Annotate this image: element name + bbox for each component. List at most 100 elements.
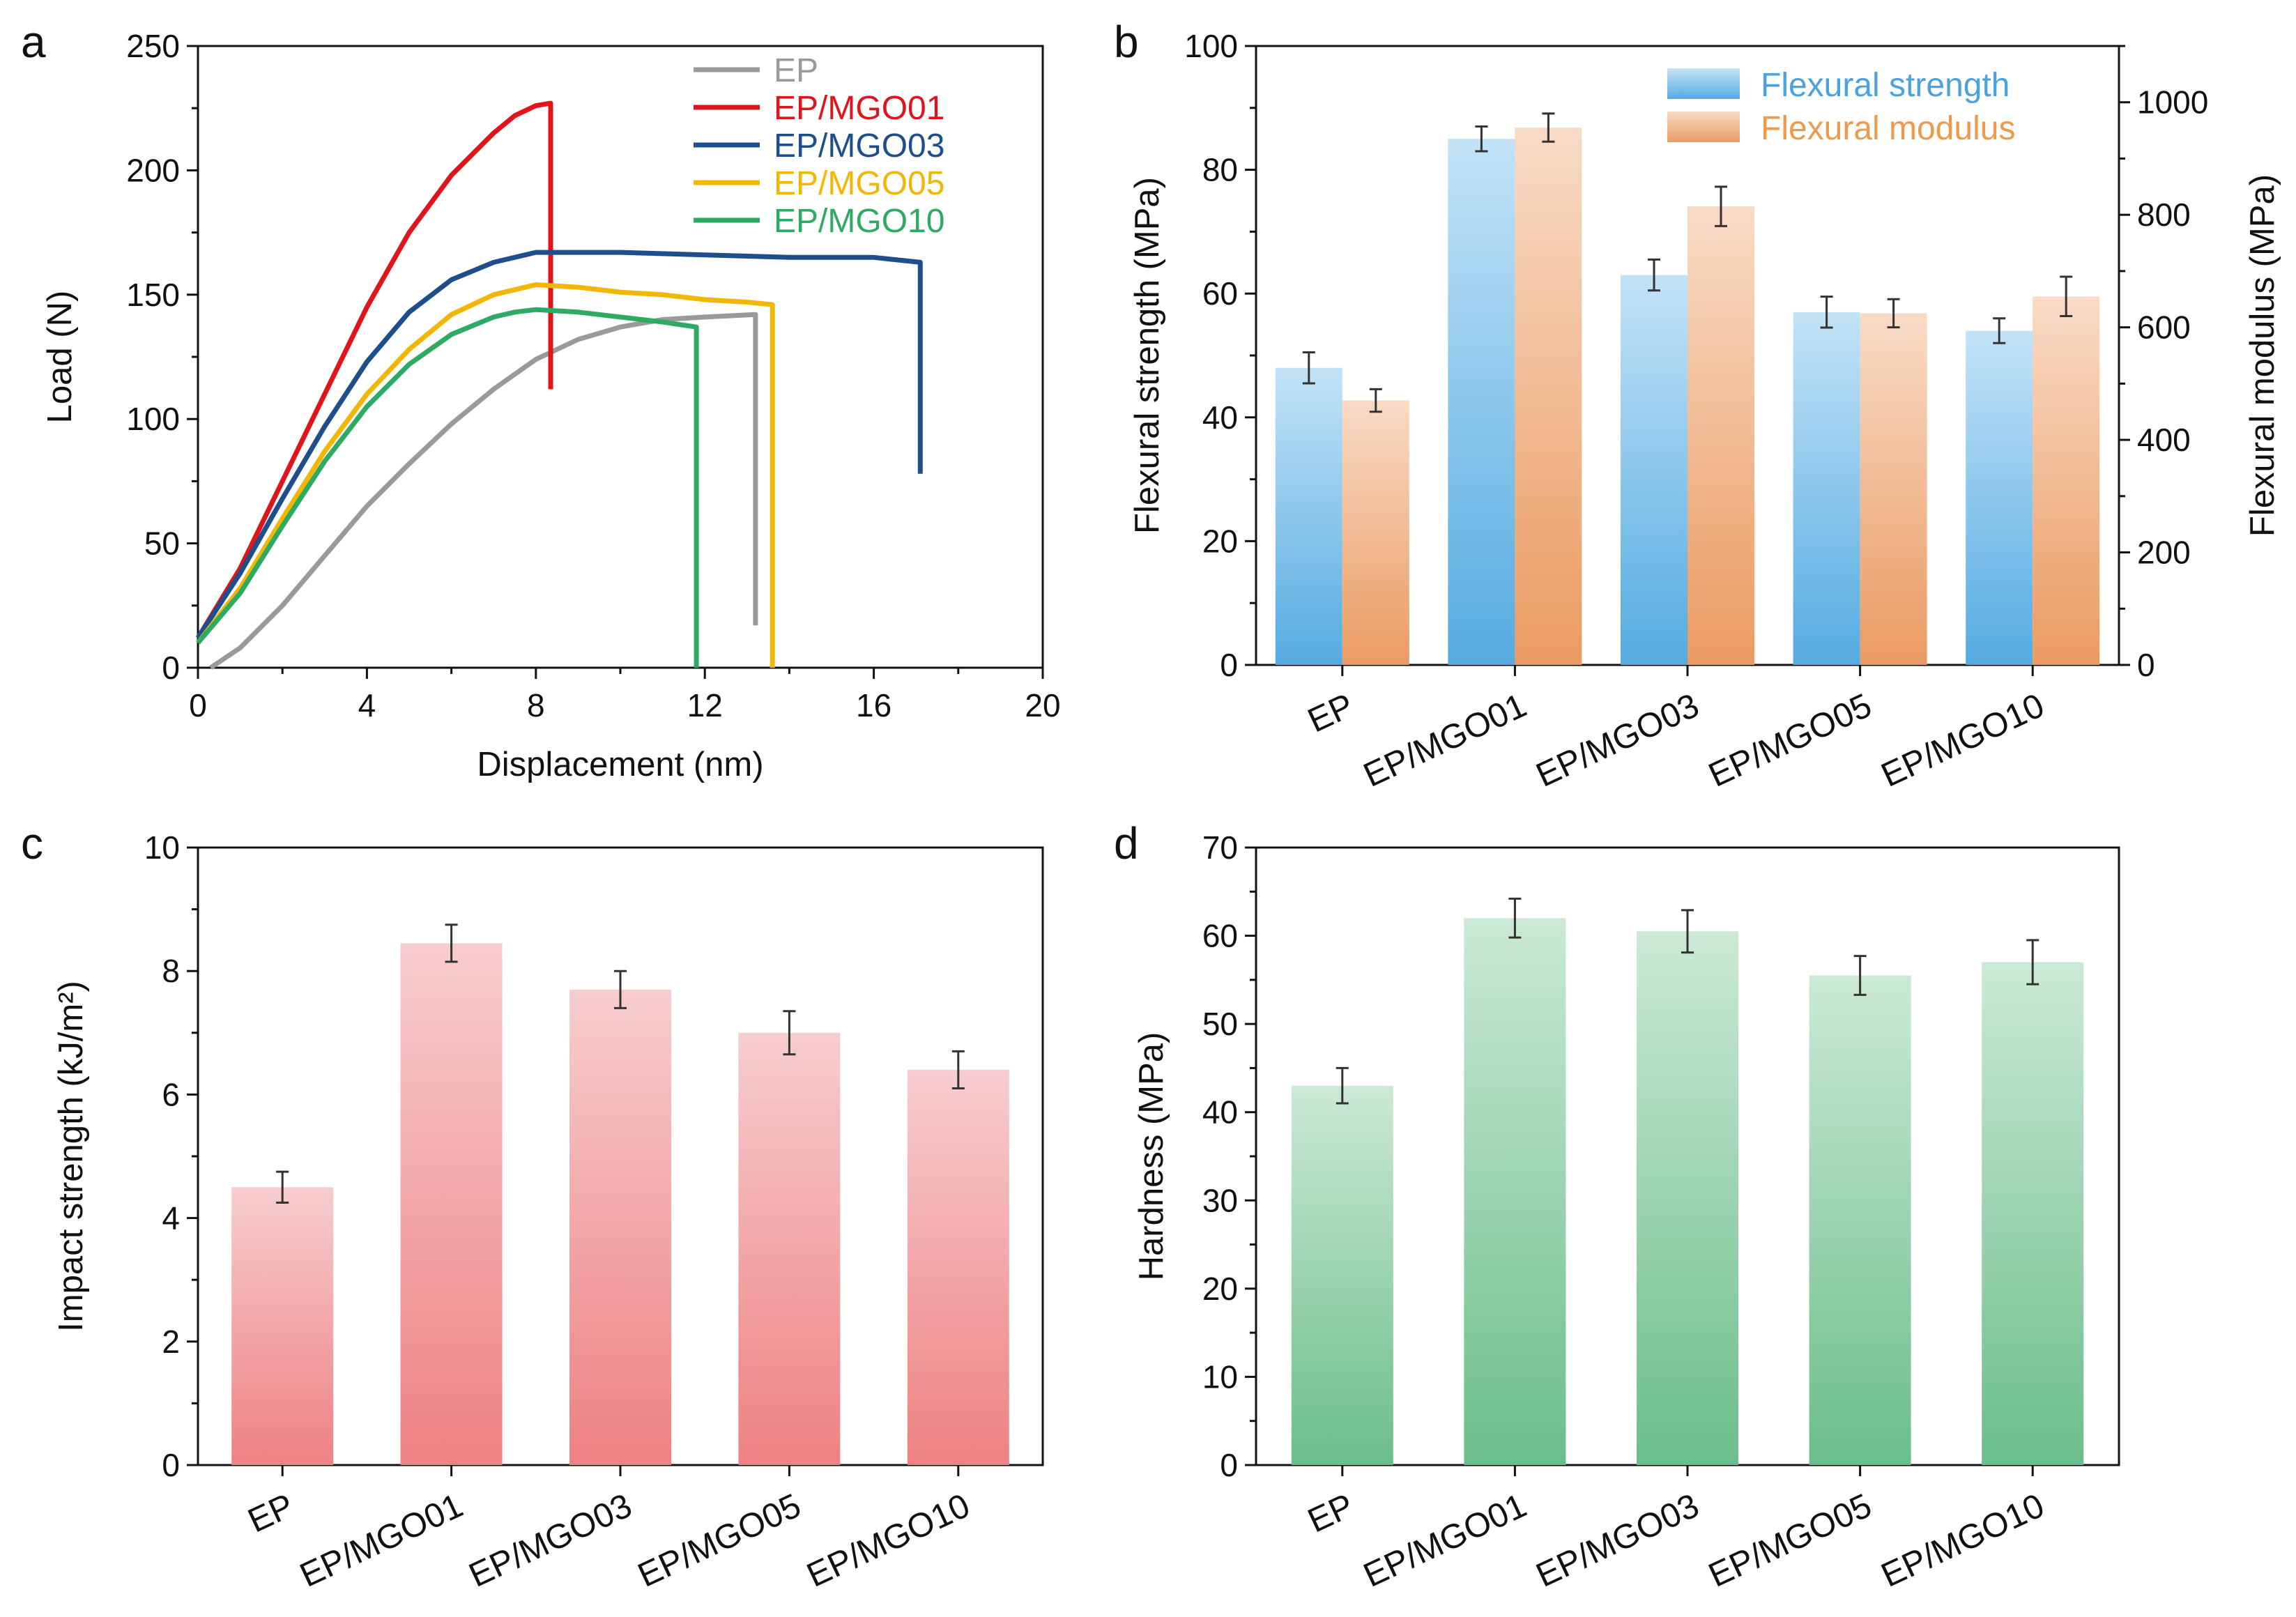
bar-impact-strength [400, 943, 503, 1465]
y2-tick-label: 800 [2137, 197, 2191, 233]
y-tick-label: 10 [1202, 1358, 1238, 1395]
bar-impact-strength [738, 1032, 841, 1465]
y2-tick-label: 0 [2137, 647, 2155, 683]
y2-tick-label: 400 [2137, 422, 2191, 458]
panel-c-impact: 0 2 4 6 8 10 EPEP/MGO01EP/MGO03EP/MGO05EP/MGO1… [52, 829, 1044, 1595]
y-tick-label: 200 [126, 152, 180, 188]
y-tick-label: 250 [126, 28, 180, 64]
bar-impact-strength [231, 1187, 334, 1465]
y-tick-label: 6 [162, 1076, 180, 1112]
bar-flexural-strength [1275, 367, 1342, 665]
y-tick-label: 40 [1202, 399, 1238, 436]
legend-label: EP/MGO05 [774, 165, 944, 202]
y-axis-label: Load (N) [41, 291, 79, 424]
x-tick-label: 0 [189, 687, 207, 723]
legend-label-modulus: Flexural modulus [1761, 110, 2015, 147]
x-category-label: EP/MGO03 [464, 1487, 638, 1595]
panel-label-c: c [21, 818, 43, 868]
x-tick-label: 8 [527, 687, 545, 723]
y-axis-label: Impact strength (kJ/m²) [52, 981, 90, 1332]
y-tick-label: 50 [144, 526, 180, 562]
bar-flexural-modulus [2033, 296, 2100, 666]
series-line-ep [209, 312, 758, 670]
y-tick-label: 0 [1220, 1447, 1238, 1483]
legend-label: EP/MGO03 [774, 128, 944, 164]
x-category-label: EP/MGO05 [1703, 1487, 1877, 1595]
x-tick-label: 16 [856, 687, 891, 723]
y2-tick-label: 600 [2137, 309, 2191, 346]
bar-flexural-strength [1448, 139, 1515, 665]
x-category-label: EP [1302, 1487, 1359, 1540]
x-category-label: EP/MGO01 [294, 1487, 468, 1595]
y-tick-label: 0 [162, 650, 180, 686]
x-category-label: EP/MGO10 [802, 1487, 976, 1595]
y-tick-label: 20 [1202, 523, 1238, 559]
y-tick-label: 0 [1220, 647, 1238, 683]
y-tick-label: 8 [162, 953, 180, 989]
bar-hardness [1809, 975, 1911, 1465]
y-axis-label: Flexural strength (MPa) [1128, 177, 1166, 534]
x-tick-label: 4 [358, 687, 376, 723]
panel-b-flexural: 0 20 40 60 80 100 EPEP/MGO01EP/MGO03EP/MGO05EP… [1128, 28, 2281, 795]
x-category-label: EP [1302, 687, 1359, 740]
bar-flexural-modulus [1342, 400, 1409, 665]
y-tick-label: 150 [126, 277, 180, 313]
legend-label: EP/MGO01 [774, 90, 944, 127]
series-line-ep-mgo05 [196, 282, 775, 668]
y-tick-label: 100 [126, 401, 180, 437]
y-tick-label: 50 [1202, 1006, 1238, 1042]
x-category-label: EP/MGO03 [1531, 1487, 1705, 1595]
panel-label-a: a [21, 17, 46, 67]
bar-impact-strength [569, 989, 671, 1465]
y-tick-label: 20 [1202, 1271, 1238, 1307]
series-line-ep-mgo10 [196, 307, 699, 668]
y-tick-label: 4 [162, 1200, 180, 1236]
x-category-label: EP/MGO03 [1531, 687, 1705, 795]
y2-axis-label: Flexural modulus (MPa) [2244, 174, 2281, 537]
y-axis-label: Hardness (MPa) [1133, 1032, 1170, 1281]
bar-hardness [1291, 1085, 1393, 1465]
bar-hardness [1982, 962, 2084, 1465]
bar-flexural-strength [1793, 312, 1860, 665]
bar-flexural-modulus [1515, 128, 1582, 665]
panel-a-load-displacement: 0 50 100 150 200 250 0 4 8 12 16 20 Displacement (nm… [41, 28, 1061, 783]
bar-flexural-strength [1966, 330, 2033, 665]
x-category-label: EP/MGO10 [1876, 1487, 2050, 1595]
y-tick-label: 70 [1202, 829, 1238, 866]
y-tick-label: 60 [1202, 275, 1238, 312]
panel-label-d: d [1114, 818, 1139, 868]
series-line-ep-mgo01 [196, 100, 553, 640]
y-tick-label: 2 [162, 1324, 180, 1360]
x-category-label: EP/MGO01 [1358, 1487, 1532, 1595]
x-category-label: EP/MGO10 [1876, 687, 2050, 795]
y2-tick-label: 1000 [2137, 84, 2208, 121]
x-axis-label: Displacement (nm) [477, 746, 763, 783]
y-tick-label: 40 [1202, 1094, 1238, 1131]
x-tick-label: 20 [1025, 687, 1060, 723]
x-category-label: EP/MGO01 [1358, 687, 1532, 795]
panel-d-hardness: 0 10 20 30 40 50 60 70 EPEP/MGO01EP/MGO03EP/MGO0… [1133, 829, 2120, 1595]
y-tick-label: 100 [1184, 28, 1238, 64]
legend-swatch-strength [1667, 68, 1740, 99]
x-tick-label: 12 [687, 687, 723, 723]
legend-swatch-modulus [1667, 112, 1740, 142]
bar-hardness [1464, 918, 1566, 1465]
bar-flexural-modulus [1687, 206, 1754, 665]
y-tick-label: 0 [162, 1447, 180, 1483]
x-category-label: EP/MGO05 [632, 1487, 806, 1595]
x-category-label: EP/MGO05 [1703, 687, 1877, 795]
legend-label: EP [774, 52, 818, 89]
panel-label-b: b [1114, 17, 1139, 67]
legend-label-strength: Flexural strength [1761, 67, 2010, 104]
y-tick-label: 80 [1202, 152, 1238, 188]
y-tick-label: 10 [144, 829, 180, 866]
bar-flexural-strength [1621, 275, 1687, 665]
bar-flexural-modulus [1860, 313, 1927, 665]
series-line-ep-mgo03 [196, 250, 923, 640]
bar-impact-strength [907, 1069, 1009, 1465]
legend-label: EP/MGO10 [774, 203, 944, 240]
y-tick-label: 30 [1202, 1182, 1238, 1218]
y-tick-label: 60 [1202, 918, 1238, 954]
bar-hardness [1637, 931, 1738, 1465]
